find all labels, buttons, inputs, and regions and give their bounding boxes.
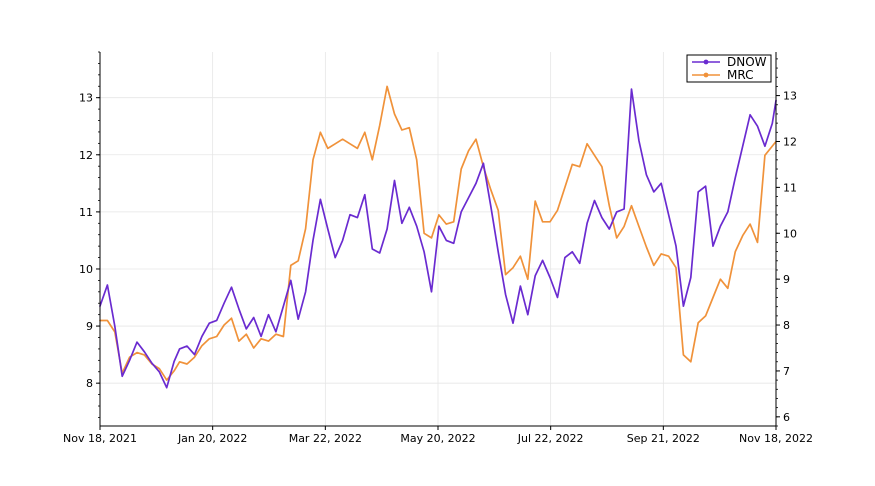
legend-box (686, 54, 772, 83)
legend: DNOW MRC (686, 54, 772, 83)
y-right-tick-label: 12 (783, 135, 797, 148)
legend-marker-mrc (703, 72, 709, 78)
y-right-tick-label: 7 (783, 365, 790, 378)
y-left-tick-label: 12 (79, 149, 93, 162)
x-tick-label: Nov 18, 2021 (63, 432, 137, 445)
x-tick-label: Mar 22, 2022 (289, 432, 362, 445)
y-left-tick-label: 11 (79, 206, 93, 219)
legend-label-mrc: MRC (727, 68, 753, 82)
y-left-tick-label: 8 (86, 377, 93, 390)
x-tick-label: Jul 22, 2022 (517, 432, 584, 445)
y-right-tick-label: 6 (783, 411, 790, 424)
y-right-tick-label: 8 (783, 319, 790, 332)
grid-lines (99, 52, 777, 426)
ticks: Nov 18, 2021 Jan 20, 2022 Mar 22, 2022 May … (63, 51, 813, 445)
y-right-tick-label: 11 (783, 181, 797, 194)
legend-label-dnow: DNOW (727, 55, 767, 69)
y-left-tick-label: 13 (79, 92, 93, 105)
x-tick-label: Sep 21, 2022 (627, 432, 700, 445)
y-right-tick-label: 9 (783, 273, 790, 286)
x-tick-label: May 20, 2022 (400, 432, 475, 445)
legend-marker-dnow (703, 59, 709, 65)
x-tick-label: Nov 18, 2022 (739, 432, 813, 445)
series-line-dnow (99, 88, 777, 389)
y-left-tick-label: 10 (79, 263, 93, 276)
series-line-mrc (99, 85, 777, 381)
y-right-tick-label: 13 (783, 90, 797, 103)
x-tick-label: Jan 20, 2022 (177, 432, 247, 445)
y-left-tick-label: 9 (86, 320, 93, 333)
series-layer (99, 85, 777, 389)
y-right-tick-label: 10 (783, 227, 797, 240)
